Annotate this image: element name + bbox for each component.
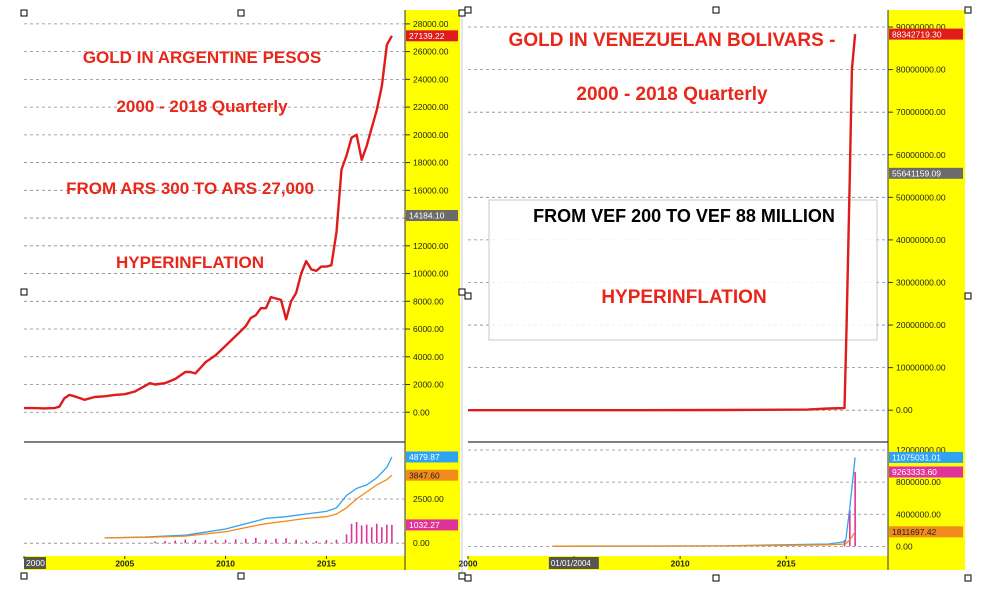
x-tick-label: 2000	[459, 559, 478, 569]
value-tag-label: 1032.27	[409, 520, 440, 530]
chart-annotation: FROM VEF 200 TO VEF 88 MILLION	[533, 206, 835, 226]
value-tag-mid	[406, 210, 458, 222]
y-tick-label: 0.00	[413, 407, 430, 417]
y-tick-label: 10000000.00	[896, 363, 946, 373]
y-tick-label: 26000.00	[413, 47, 449, 57]
value-tag-label: 14184.10	[409, 211, 445, 221]
chart-annotation: FROM ARS 300 TO ARS 27,000	[66, 179, 314, 198]
value-tag-label: 9263333.60	[892, 467, 937, 477]
value-tag-blue	[889, 451, 963, 463]
value-tag-price	[406, 30, 458, 42]
resize-handle	[712, 6, 720, 14]
y-tick-label: 40000000.00	[896, 235, 946, 245]
x-tick-label: 2010	[216, 559, 235, 569]
x-cursor-box	[24, 557, 46, 569]
y-tick-label-lower: 2500.00	[413, 494, 444, 504]
value-tag-volume	[889, 466, 963, 478]
resize-handle	[20, 572, 28, 580]
y-tick-label: 16000.00	[413, 185, 449, 195]
y-tick-label: 24000.00	[413, 74, 449, 84]
value-tag-label: 4879.87	[409, 452, 440, 462]
value-tag-label: 1811697.42	[892, 527, 937, 537]
y-tick-label: 12000.00	[413, 241, 449, 251]
resize-handle	[237, 9, 245, 17]
value-tag-volume	[406, 519, 458, 531]
y-tick-label: 20000.00	[413, 130, 449, 140]
price-series-line	[468, 33, 857, 412]
value-tag-label: 11075031.01	[892, 453, 941, 463]
resize-handle	[20, 9, 28, 17]
y-tick-label: 28000.00	[413, 19, 449, 29]
resize-handle	[464, 574, 472, 582]
chart-annotation: HYPERINFLATION	[116, 253, 264, 272]
resize-handle	[458, 9, 466, 17]
value-tag-orange	[406, 469, 458, 481]
chart-annotation: 2000 - 2018 Quarterly	[116, 97, 288, 116]
value-tag-label: 88342719.30	[892, 29, 942, 39]
value-tag-label: 55641159.09	[892, 169, 941, 179]
y-tick-label-lower: 12000000.00	[896, 445, 946, 455]
value-tag-mid	[889, 167, 963, 179]
value-tag-blue	[406, 451, 458, 463]
chart-annotation: 2000 - 2018 Quarterly	[576, 84, 768, 105]
y-tick-label: 10000.00	[413, 269, 449, 279]
time-axis-argentina	[24, 556, 405, 570]
indicator-line-orange	[552, 531, 856, 547]
y-tick-label: 30000000.00	[896, 277, 946, 287]
value-tag-label: 27139.22	[409, 31, 445, 41]
resize-handle	[458, 288, 466, 296]
y-tick-label: 0.00	[896, 405, 913, 415]
y-tick-label: 50000000.00	[896, 192, 946, 202]
x-cursor-label: 01/01/2004	[551, 559, 592, 568]
value-tag-orange	[889, 526, 963, 538]
y-tick-label-lower: 0.00	[896, 541, 913, 551]
resize-handle	[464, 6, 472, 14]
resize-handle	[964, 574, 972, 582]
resize-handle	[20, 288, 28, 296]
x-tick-label: 2015	[777, 559, 796, 569]
y-tick-label-lower: 8000000.00	[896, 477, 941, 487]
y-tick-label: 18000.00	[413, 158, 449, 168]
indicator-line-blue	[104, 456, 393, 539]
y-tick-label: 70000000.00	[896, 107, 946, 117]
y-tick-label-lower: 4000000.00	[896, 509, 941, 519]
y-tick-label: 2000.00	[413, 380, 444, 390]
price-axis-argentina	[405, 10, 460, 570]
chart-annotation: GOLD IN ARGENTINE PESOS	[83, 48, 321, 67]
y-tick-label: 6000.00	[413, 324, 444, 334]
indicator-line-orange	[104, 474, 393, 539]
price-series-line	[24, 35, 393, 410]
resize-handle	[712, 574, 720, 582]
y-tick-label: 80000000.00	[896, 65, 946, 75]
resize-handle	[964, 292, 972, 300]
y-tick-label-lower: 0.00	[413, 538, 430, 548]
chart-annotation: GOLD IN VENEZUELAN BOLIVARS -	[509, 30, 836, 51]
y-tick-label: 4000.00	[413, 352, 444, 362]
indicator-line-blue	[552, 457, 856, 547]
x-cursor-box	[548, 557, 599, 569]
resize-handle	[964, 6, 972, 14]
value-tag-label: 3847.60	[409, 470, 440, 480]
chart-annotation: HYPERINFLATION	[601, 287, 766, 308]
chart-venezuela: 0.00 10000000.00 20000000.00 30000000.00 400…	[459, 10, 965, 570]
x-tick-label: 2000	[26, 558, 45, 568]
y-tick-label: 20000000.00	[896, 320, 946, 330]
y-tick-label: 60000000.00	[896, 150, 946, 160]
resize-handle	[458, 572, 466, 580]
x-tick-label: 2005	[115, 559, 134, 569]
resize-handle	[464, 292, 472, 300]
resize-handle	[237, 572, 245, 580]
y-tick-label: 22000.00	[413, 102, 449, 112]
value-tag-price	[889, 28, 963, 40]
annotation-box	[488, 199, 878, 341]
y-tick-label: 8000.00	[413, 296, 444, 306]
chart-argentina: 0.00 2000.00 4000.00 6000.00 8000.00 10000.00…	[23, 10, 460, 570]
x-tick-label: 2015	[317, 559, 336, 569]
y-tick-label: 90000000.00	[896, 22, 946, 32]
x-tick-label: 2010	[671, 559, 690, 569]
